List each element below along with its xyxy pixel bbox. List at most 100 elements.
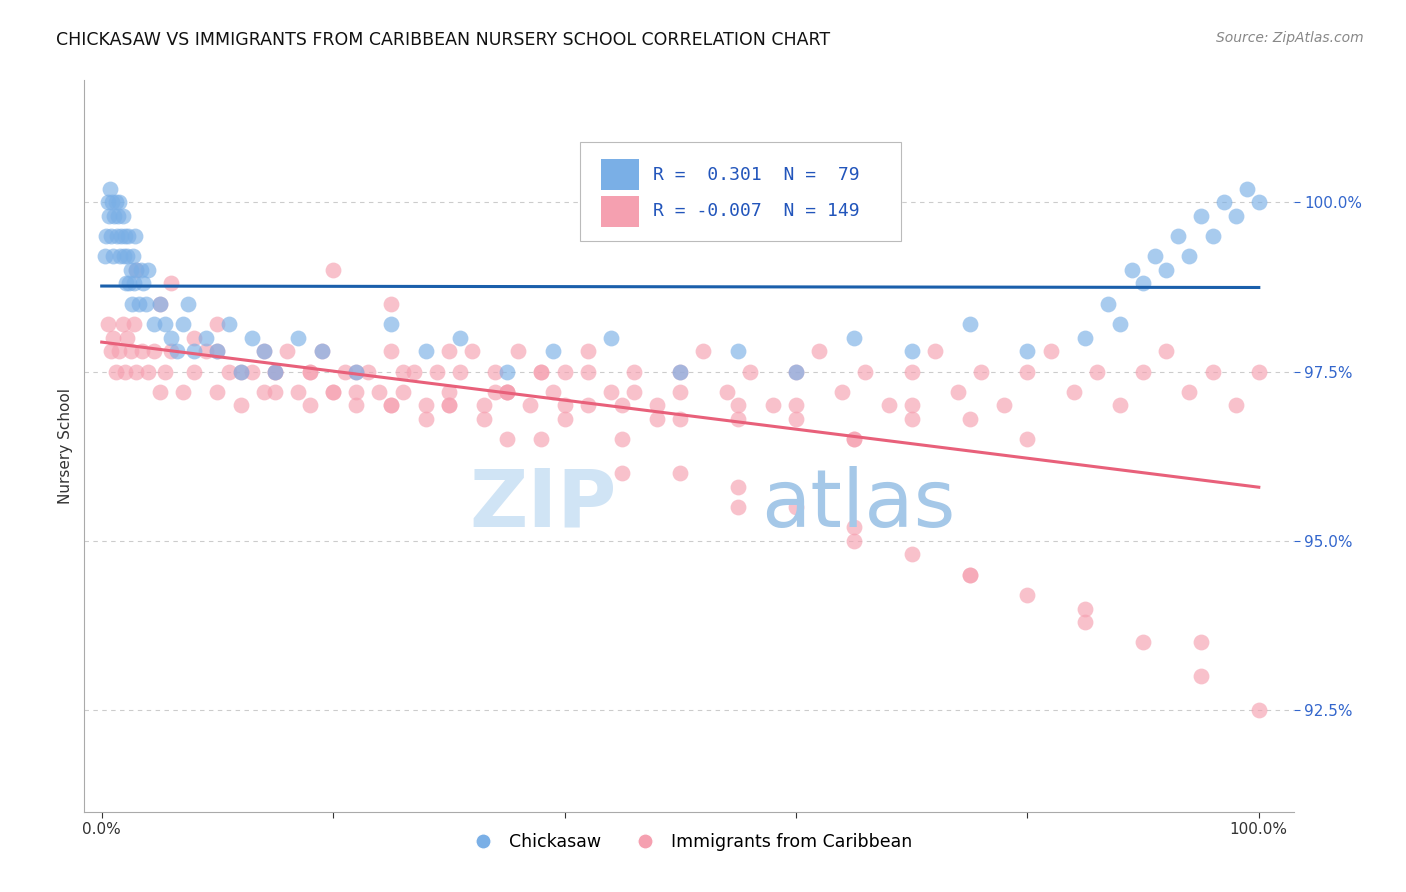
- Point: [148, 297, 170, 311]
- Point: [519, 398, 541, 412]
- Point: [877, 398, 900, 412]
- Point: [1247, 195, 1270, 210]
- Point: [218, 364, 240, 378]
- Point: [344, 384, 367, 399]
- Point: [599, 384, 621, 399]
- Point: [959, 317, 981, 331]
- Point: [103, 331, 125, 345]
- Point: [946, 384, 969, 399]
- Point: [842, 520, 865, 534]
- Point: [1167, 229, 1189, 244]
- Point: [1121, 263, 1143, 277]
- Point: [900, 398, 922, 412]
- Point: [108, 195, 131, 210]
- Point: [437, 384, 460, 399]
- Point: [1189, 635, 1212, 649]
- Point: [612, 432, 634, 446]
- Point: [264, 364, 287, 378]
- Point: [115, 331, 138, 345]
- Point: [104, 364, 127, 378]
- Point: [1154, 263, 1177, 277]
- Point: [136, 364, 159, 378]
- Point: [97, 209, 120, 223]
- Point: [118, 277, 141, 291]
- Point: [738, 364, 761, 378]
- Point: [900, 344, 922, 359]
- Point: [449, 364, 471, 378]
- Point: [669, 384, 692, 399]
- Point: [437, 398, 460, 412]
- Point: [112, 249, 135, 263]
- Point: [148, 297, 170, 311]
- Point: [623, 364, 645, 378]
- Point: [276, 344, 298, 359]
- Point: [472, 412, 495, 426]
- Point: [959, 567, 981, 582]
- Point: [253, 344, 276, 359]
- Point: [166, 344, 188, 359]
- Point: [530, 364, 553, 378]
- Y-axis label: Nursery School: Nursery School: [58, 388, 73, 504]
- Point: [449, 331, 471, 345]
- Point: [831, 384, 853, 399]
- Point: [194, 331, 217, 345]
- Point: [415, 398, 437, 412]
- Point: [530, 364, 553, 378]
- Point: [96, 317, 118, 331]
- Point: [1189, 669, 1212, 683]
- Point: [1074, 601, 1097, 615]
- Point: [541, 344, 564, 359]
- Point: [495, 364, 517, 378]
- Point: [1132, 364, 1154, 378]
- Point: [194, 344, 217, 359]
- Point: [669, 364, 692, 378]
- Point: [120, 344, 142, 359]
- Point: [727, 480, 749, 494]
- Point: [900, 412, 922, 426]
- Point: [207, 384, 229, 399]
- Point: [495, 384, 517, 399]
- Point: [727, 398, 749, 412]
- Point: [1017, 432, 1039, 446]
- Point: [900, 547, 922, 561]
- Bar: [600, 196, 640, 227]
- Point: [645, 412, 668, 426]
- Point: [322, 384, 344, 399]
- Point: [1143, 249, 1166, 263]
- Text: ZIP: ZIP: [470, 466, 616, 543]
- Point: [155, 317, 177, 331]
- Point: [727, 500, 749, 514]
- Point: [94, 249, 117, 263]
- Point: [322, 263, 344, 277]
- Point: [132, 277, 155, 291]
- Point: [101, 195, 124, 210]
- Point: [111, 317, 134, 331]
- Point: [785, 398, 807, 412]
- Point: [103, 249, 125, 263]
- Point: [131, 344, 153, 359]
- Point: [96, 229, 118, 244]
- Point: [264, 384, 287, 399]
- Point: [183, 331, 205, 345]
- Point: [344, 398, 367, 412]
- Point: [1154, 344, 1177, 359]
- Point: [380, 398, 402, 412]
- Point: [1085, 364, 1108, 378]
- Point: [391, 384, 413, 399]
- Point: [842, 331, 865, 345]
- Point: [842, 432, 865, 446]
- Point: [380, 398, 402, 412]
- Point: [115, 249, 138, 263]
- Point: [120, 263, 142, 277]
- Point: [484, 384, 506, 399]
- Point: [993, 398, 1015, 412]
- Point: [716, 384, 738, 399]
- Point: [124, 229, 146, 244]
- Point: [333, 364, 356, 378]
- Point: [1017, 588, 1039, 602]
- Point: [264, 364, 287, 378]
- Legend: Chickasaw, Immigrants from Caribbean: Chickasaw, Immigrants from Caribbean: [458, 826, 920, 858]
- Point: [1074, 331, 1097, 345]
- Point: [96, 195, 118, 210]
- Point: [311, 344, 333, 359]
